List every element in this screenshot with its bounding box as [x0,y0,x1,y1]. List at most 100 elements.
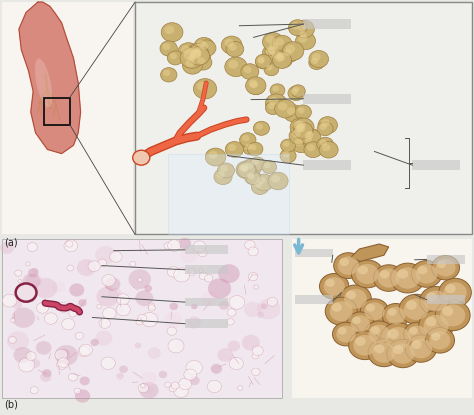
Circle shape [228,60,238,69]
Circle shape [254,121,269,135]
Circle shape [445,284,456,293]
Circle shape [249,80,258,88]
Circle shape [159,371,167,378]
Circle shape [164,312,182,328]
Circle shape [280,149,296,163]
Circle shape [406,300,417,310]
Circle shape [199,269,203,273]
Circle shape [96,287,119,307]
Circle shape [432,256,459,280]
Circle shape [102,308,116,319]
Circle shape [197,40,216,56]
Bar [295,295,333,304]
Circle shape [247,173,255,179]
Circle shape [292,136,311,153]
Circle shape [425,327,455,353]
Circle shape [178,238,191,249]
Circle shape [252,346,263,356]
Circle shape [218,163,235,178]
Circle shape [169,386,177,392]
Circle shape [161,68,177,82]
Circle shape [268,103,274,109]
Circle shape [291,85,305,97]
Circle shape [319,139,327,146]
Circle shape [34,278,57,298]
Circle shape [187,46,211,67]
Circle shape [435,300,470,331]
Circle shape [270,42,279,50]
Circle shape [289,127,309,144]
Circle shape [443,282,467,303]
Circle shape [167,266,180,277]
Circle shape [305,136,312,142]
Bar [2,2,133,234]
Circle shape [58,358,69,368]
Circle shape [204,275,213,282]
Circle shape [243,142,258,155]
Circle shape [245,240,255,249]
Circle shape [237,386,243,391]
Circle shape [275,38,284,46]
Circle shape [68,373,77,381]
Circle shape [411,340,421,349]
Circle shape [426,317,437,326]
Circle shape [248,272,258,281]
Circle shape [250,81,258,88]
Circle shape [109,251,122,262]
Circle shape [185,52,202,67]
Circle shape [184,369,197,380]
Circle shape [141,371,157,386]
Circle shape [262,161,276,173]
Circle shape [58,303,69,312]
Circle shape [16,283,36,302]
Circle shape [304,132,313,139]
Circle shape [13,347,32,363]
Circle shape [129,261,136,267]
Circle shape [225,57,247,77]
Circle shape [228,340,240,352]
Circle shape [297,107,305,114]
Circle shape [382,303,410,327]
Circle shape [252,353,259,359]
Circle shape [294,139,303,146]
Circle shape [265,35,275,44]
Circle shape [436,259,456,276]
Circle shape [195,55,212,70]
Circle shape [245,144,252,149]
Circle shape [378,269,400,288]
Bar [303,160,351,170]
Circle shape [291,22,300,29]
Circle shape [239,164,248,171]
Circle shape [185,59,194,67]
Circle shape [304,129,319,142]
Circle shape [332,322,360,346]
Circle shape [307,131,313,137]
Circle shape [229,357,243,370]
Circle shape [290,118,311,137]
Circle shape [79,344,92,356]
Circle shape [351,260,383,288]
Circle shape [101,357,115,369]
Circle shape [339,258,349,266]
Circle shape [267,40,286,57]
Circle shape [273,52,292,68]
Circle shape [266,65,273,71]
Circle shape [307,144,315,151]
Circle shape [257,299,281,319]
Circle shape [69,310,76,317]
Circle shape [265,101,281,115]
Circle shape [221,36,242,54]
Circle shape [197,57,205,64]
Circle shape [247,79,265,95]
Circle shape [247,142,263,156]
Circle shape [55,345,78,366]
Polygon shape [19,2,81,154]
Circle shape [128,269,151,289]
Circle shape [78,299,87,307]
Circle shape [324,277,345,295]
Circle shape [411,261,442,287]
Circle shape [295,105,311,120]
Circle shape [239,164,254,177]
Circle shape [186,53,202,67]
Circle shape [336,325,356,343]
